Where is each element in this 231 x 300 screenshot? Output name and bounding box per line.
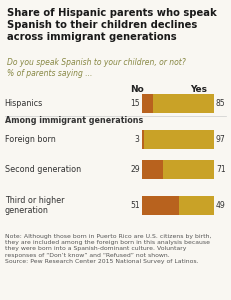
Text: Foreign born: Foreign born xyxy=(5,135,55,144)
Text: Share of Hispanic parents who speak
Spanish to their children declines
across im: Share of Hispanic parents who speak Span… xyxy=(7,8,217,42)
FancyBboxPatch shape xyxy=(153,94,214,113)
FancyBboxPatch shape xyxy=(142,160,163,179)
Text: Yes: Yes xyxy=(190,85,207,94)
Text: 85: 85 xyxy=(216,99,226,108)
Text: 71: 71 xyxy=(216,165,226,174)
Text: Among immigrant generations: Among immigrant generations xyxy=(5,116,143,125)
Text: No: No xyxy=(131,85,144,94)
Text: Third or higher
generation: Third or higher generation xyxy=(5,196,64,215)
FancyBboxPatch shape xyxy=(144,130,214,149)
Text: 97: 97 xyxy=(216,135,226,144)
FancyBboxPatch shape xyxy=(142,130,144,149)
Text: Second generation: Second generation xyxy=(5,165,81,174)
FancyBboxPatch shape xyxy=(179,196,214,215)
Text: 51: 51 xyxy=(130,201,140,210)
Text: Do you speak Spanish to your children, or not?
% of parents saying ...: Do you speak Spanish to your children, o… xyxy=(7,58,186,78)
Text: 3: 3 xyxy=(135,135,140,144)
FancyBboxPatch shape xyxy=(142,94,153,113)
Text: 29: 29 xyxy=(130,165,140,174)
Text: Note: Although those born in Puerto Rico are U.S. citizens by birth,
they are in: Note: Although those born in Puerto Rico… xyxy=(5,234,211,264)
Text: 15: 15 xyxy=(130,99,140,108)
Text: Hispanics: Hispanics xyxy=(5,99,43,108)
Text: 49: 49 xyxy=(216,201,226,210)
FancyBboxPatch shape xyxy=(163,160,214,179)
FancyBboxPatch shape xyxy=(142,196,179,215)
